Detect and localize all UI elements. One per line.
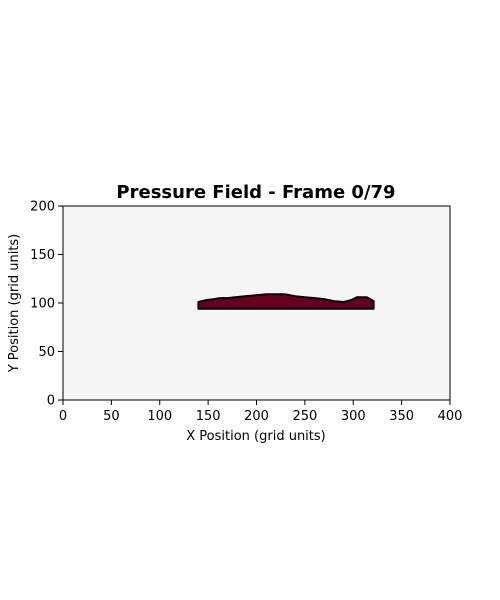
obstacle-shape: [197, 293, 375, 310]
y-tick-label: 200: [30, 200, 55, 215]
x-tick-label: 0: [59, 409, 67, 424]
x-axis-label: X Position (grid units): [186, 429, 325, 444]
x-tick-label: 200: [244, 409, 269, 424]
y-tick-label: 150: [30, 248, 55, 263]
x-tick-label: 50: [103, 409, 120, 424]
x-tick-label: 150: [196, 409, 221, 424]
x-axis-ticks: 0 50 100 150 200 250 300 350 400: [59, 400, 463, 424]
y-tick-label: 50: [38, 345, 55, 360]
chart-title: Pressure Field - Frame 0/79: [116, 182, 395, 203]
y-axis-label: Y Position (grid units): [7, 234, 22, 374]
x-tick-label: 250: [292, 409, 317, 424]
x-tick-label: 300: [341, 409, 366, 424]
x-tick-label: 100: [147, 409, 172, 424]
y-tick-label: 0: [47, 394, 55, 409]
x-tick-label: 400: [438, 409, 463, 424]
y-tick-label: 100: [30, 297, 55, 312]
x-tick-label: 350: [389, 409, 414, 424]
y-axis-ticks: 0 50 100 150 200: [30, 200, 63, 409]
